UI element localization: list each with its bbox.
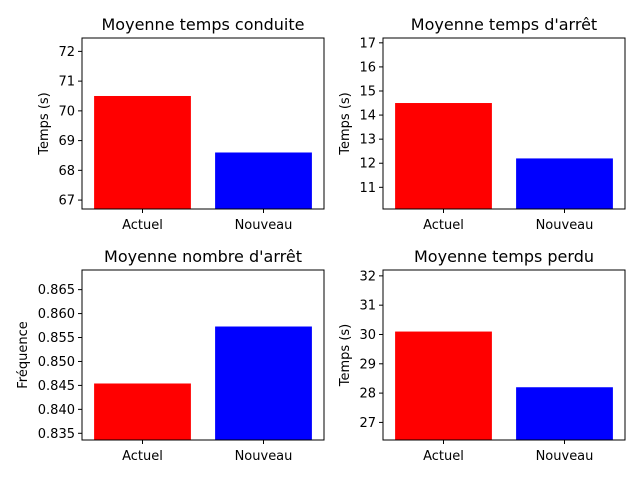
subplot-stop-time: 11 12 13 14 15 16 17 Actuel Nouveau Moyenne temps… [338,15,626,233]
y-tick-label: 0.845 [38,379,75,394]
bar-actuel [94,383,191,440]
subplot-stop-count: 0.835 0.840 0.845 0.850 0.855 0.860 0.865 Actue… [16,247,325,464]
axes-frame [382,37,626,210]
subplot-lost-time: 27 28 29 30 31 32 Actuel Nouveau Moyenne temps p… [338,247,626,464]
x-tick-label: Nouveau [235,218,293,233]
y-tick-label: 32 [359,269,376,284]
bar-nouveau [215,152,312,209]
y-tick-label: 11 [359,181,376,196]
subplot-title: Moyenne nombre d'arrêt [104,247,302,266]
bar-actuel [94,95,191,209]
axes-frame [382,269,626,441]
x-tick-label: Actuel [122,449,163,464]
y-tick-label: 16 [359,60,376,75]
y-tick-label: 13 [359,133,376,148]
bar-nouveau [516,158,613,209]
y-tick-label: 27 [359,416,376,431]
y-tick-label: 12 [359,157,376,172]
y-axis-label: Temps (s) [37,92,52,155]
subplot-title: Moyenne temps conduite [102,15,305,34]
y-tick-label: 71 [58,75,75,90]
axes-frame [81,37,325,210]
x-tick-label: Nouveau [536,449,594,464]
y-tick-label: 67 [58,194,75,209]
y-tick-label: 0.860 [38,307,75,322]
y-axis-label: Temps (s) [338,324,353,387]
y-tick-label: 0.835 [38,427,75,442]
y-tick-label: 29 [359,357,376,372]
subplot-title: Moyenne temps perdu [414,247,594,266]
bar-nouveau [215,326,312,440]
y-tick-label: 70 [58,104,75,119]
y-tick-label: 0.850 [38,355,75,370]
x-tick-label: Actuel [423,449,464,464]
bar-actuel [395,331,492,440]
y-tick-label: 0.855 [38,331,75,346]
y-tick-label: 31 [359,299,376,314]
y-tick-label: 0.840 [38,403,75,418]
axes-frame [81,269,325,441]
y-tick-label: 0.865 [38,283,75,298]
x-tick-label: Actuel [122,218,163,233]
y-tick-label: 17 [359,36,376,51]
y-tick-label: 69 [58,134,75,149]
bar-actuel [395,103,492,209]
x-tick-label: Nouveau [235,449,293,464]
y-tick-label: 30 [359,328,376,343]
y-tick-label: 68 [58,164,75,179]
y-tick-label: 72 [58,45,75,60]
subplot-driving-time: 67 68 69 70 71 72 Actuel Nouveau Moyenne temps c… [37,15,325,233]
y-tick-label: 15 [359,84,376,99]
x-tick-label: Actuel [423,218,464,233]
bar-nouveau [516,387,613,440]
x-tick-label: Nouveau [536,218,594,233]
y-axis-label: Temps (s) [338,92,353,155]
y-tick-label: 14 [359,109,376,124]
y-tick-label: 28 [359,387,376,402]
subplot-title: Moyenne temps d'arrêt [411,15,597,34]
y-axis-label: Fréquence [16,321,31,388]
